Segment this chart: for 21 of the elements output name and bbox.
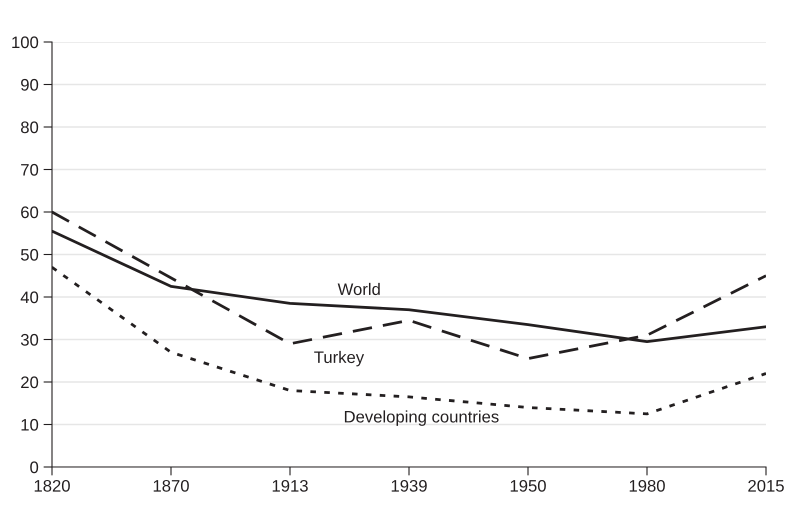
x-tick-label: 1870 [154,480,189,492]
x-tick-label: 1820 [34,480,70,492]
y-tick-label: 30 [20,334,38,346]
y-tick-label: 10 [22,418,38,431]
x-tick-label: 1913 [272,480,308,492]
y-tick-label: 70 [21,164,38,176]
series-label: Turkey [314,350,364,366]
y-tick-label: 90 [21,78,38,91]
series-label: World [338,282,380,296]
series-label: Developing countries [344,410,499,426]
x-tick-label: 1980 [630,480,665,492]
x-tick-label: 2015 [748,480,784,492]
y-tick-label: 0 [30,461,38,474]
y-tick-label: 100 [12,36,38,48]
x-tick-label: 1939 [392,480,427,492]
y-tick-label: 20 [21,376,38,388]
y-tick-label: 50 [20,248,38,261]
y-tick-label: 60 [21,206,38,218]
y-tick-label: 80 [20,121,38,134]
x-tick-label: 1950 [510,480,546,492]
y-tick-label: 40 [20,291,38,304]
